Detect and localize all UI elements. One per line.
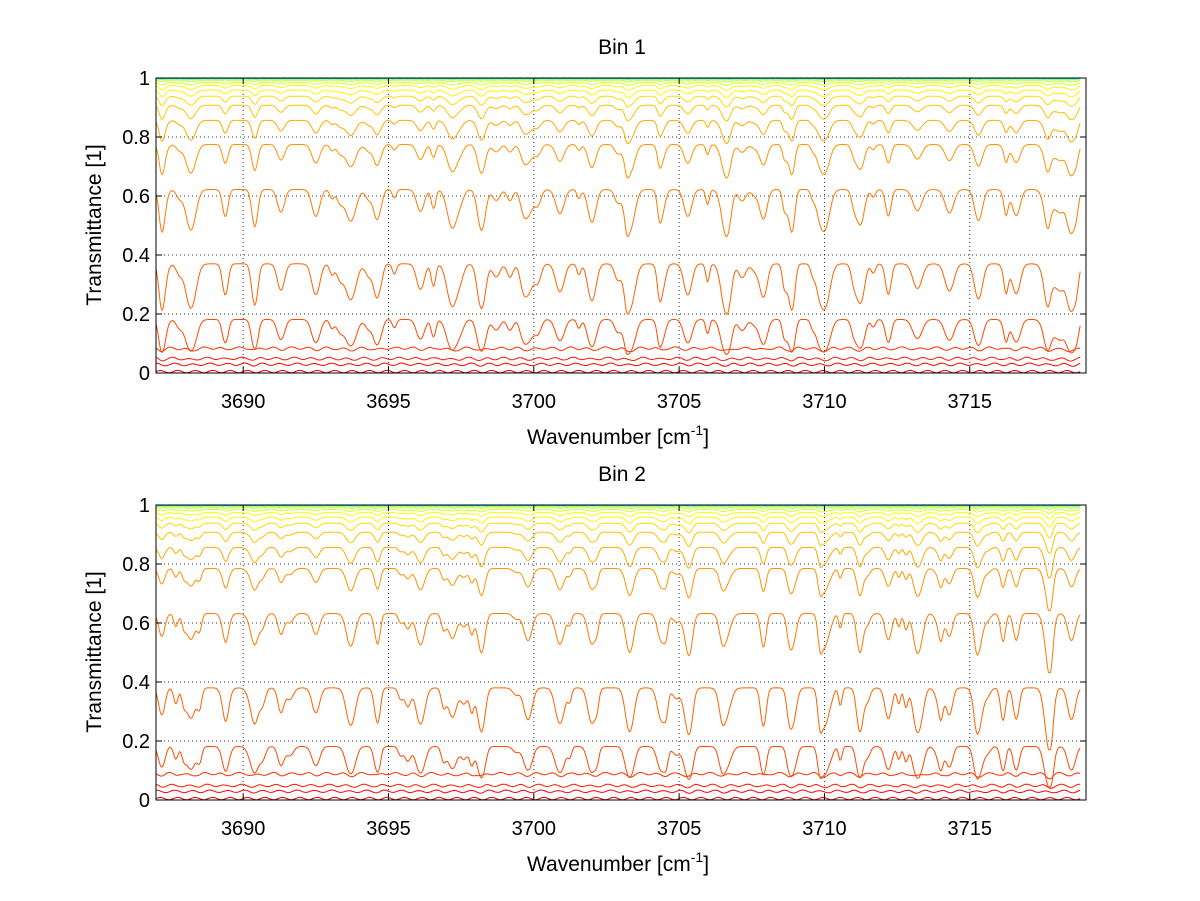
y-tick-label: 0.6 — [122, 613, 150, 635]
spectrum-line — [155, 745, 1081, 788]
x-tick-label: 3710 — [802, 818, 847, 840]
y-tick-label: 0.2 — [122, 304, 150, 326]
x-tick-label: 3715 — [948, 818, 993, 840]
x-tick-label: 3695 — [366, 391, 411, 413]
y-tick-label: 0.8 — [122, 127, 150, 149]
spectrum-line — [155, 522, 1081, 538]
x-tick-label: 3690 — [221, 391, 266, 413]
x-tick-label: 3715 — [948, 391, 993, 413]
spectrum-line — [155, 82, 1081, 86]
x-tick-label: 3700 — [512, 391, 557, 413]
y-axis-label: Transmittance [1] — [83, 571, 106, 732]
spectrum-line — [155, 362, 1081, 367]
x-tick-label: 3705 — [657, 818, 702, 840]
spectrum-line — [155, 188, 1081, 238]
spectrum-line — [155, 89, 1081, 98]
x-axis-label-main: Wavenumber [cm — [527, 426, 691, 449]
spectrum-line — [155, 783, 1081, 789]
spectrum-line — [155, 318, 1081, 356]
y-tick-label: 0.4 — [122, 672, 150, 694]
spectrum-line — [155, 612, 1081, 673]
spectrum-line — [155, 85, 1081, 91]
spectrum-line — [155, 516, 1081, 528]
x-axis-label-sup: -1 — [691, 422, 704, 438]
x-axis-label: Wavenumber [cm-1] — [527, 849, 709, 876]
x-tick-label: 3710 — [802, 391, 847, 413]
x-axis-label-end: ] — [703, 426, 709, 449]
x-axis-label-main: Wavenumber [cm — [527, 853, 691, 876]
axes-frame — [155, 77, 1087, 374]
spectrum-line — [155, 506, 1081, 511]
spectrum-line — [155, 512, 1081, 520]
y-tick-label: 1 — [139, 495, 150, 517]
chart-title: Bin 1 — [598, 36, 646, 59]
x-tick-label: 3705 — [657, 391, 702, 413]
y-axis-label: Transmittance [1] — [83, 144, 106, 305]
y-tick-label: 1 — [139, 68, 150, 90]
axes-frame — [155, 504, 1087, 801]
x-tick-label: 3700 — [512, 818, 557, 840]
spectra — [155, 504, 1081, 801]
spectra — [155, 77, 1081, 374]
spectrum-line — [155, 567, 1081, 612]
x-axis-label: Wavenumber [cm-1] — [527, 422, 709, 449]
y-tick-label: 0 — [139, 363, 150, 385]
spectrum-line — [155, 143, 1081, 179]
x-axis-label-sup: -1 — [691, 849, 704, 865]
spectrum-line — [155, 78, 1081, 81]
spectrum-line — [155, 79, 1081, 83]
plot-area: 3690 3695 3700 3705 3710 3715 0 0.2 0.4 0.6 0.8 1 — [122, 68, 1087, 413]
x-axis-label-end: ] — [703, 853, 709, 876]
spectrum-line — [155, 771, 1081, 780]
y-tick-label: 0.6 — [122, 186, 150, 208]
spectrum-line — [155, 789, 1081, 794]
spectrum-line — [155, 263, 1081, 315]
x-tick-label: 3690 — [221, 818, 266, 840]
spectrum-line — [155, 508, 1081, 514]
plot-area: 3690 3695 3700 3705 3710 3715 0 0.2 0.4 0.6 0.8 1 — [122, 495, 1087, 840]
spectrum-line — [155, 104, 1081, 122]
spectrum-line — [155, 531, 1081, 554]
x-tick-label: 3695 — [366, 818, 411, 840]
y-tick-label: 0.8 — [122, 554, 150, 576]
spectrum-line — [155, 505, 1081, 508]
y-tick-label: 0.2 — [122, 731, 150, 753]
spectrum-line — [155, 95, 1081, 108]
spectrum-line — [155, 119, 1081, 145]
y-tick-label: 0.4 — [122, 245, 150, 267]
panel-bin-1: Bin 1 3690 3695 3700 3705 3710 3715 0 0.2 0.4 0.6… — [83, 36, 1087, 449]
spectrum-line — [155, 356, 1081, 362]
spectrum-line — [155, 546, 1081, 579]
spectrum-line — [155, 687, 1081, 751]
chart-title: Bin 2 — [598, 463, 646, 486]
y-tick-label: 0 — [139, 790, 150, 812]
panel-bin-2: Bin 2 3690 3695 3700 3705 3710 3715 0 0.2 0.4 0.6… — [83, 463, 1087, 876]
spectrum-line — [155, 346, 1081, 353]
